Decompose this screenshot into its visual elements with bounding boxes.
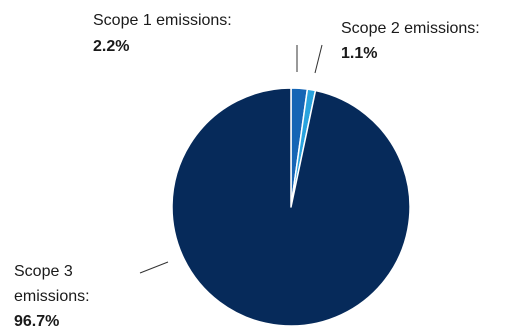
scope-3-label-line-1: Scope 3 xyxy=(14,263,73,280)
scope-3-slice xyxy=(171,87,411,327)
scope-3-value: 96.7% xyxy=(14,313,59,328)
scope-2-value: 1.1% xyxy=(341,45,377,62)
scope-1-value: 2.2% xyxy=(93,38,129,55)
scope-1-label: Scope 1 emissions: xyxy=(93,12,232,29)
pie-slices xyxy=(171,87,411,327)
scope-3-leader-line xyxy=(139,261,169,274)
scope-2-leader-line xyxy=(314,44,323,74)
scope-2-label: Scope 2 emissions: xyxy=(341,20,480,37)
scope-3-label-line-2: emissions: xyxy=(14,288,90,305)
